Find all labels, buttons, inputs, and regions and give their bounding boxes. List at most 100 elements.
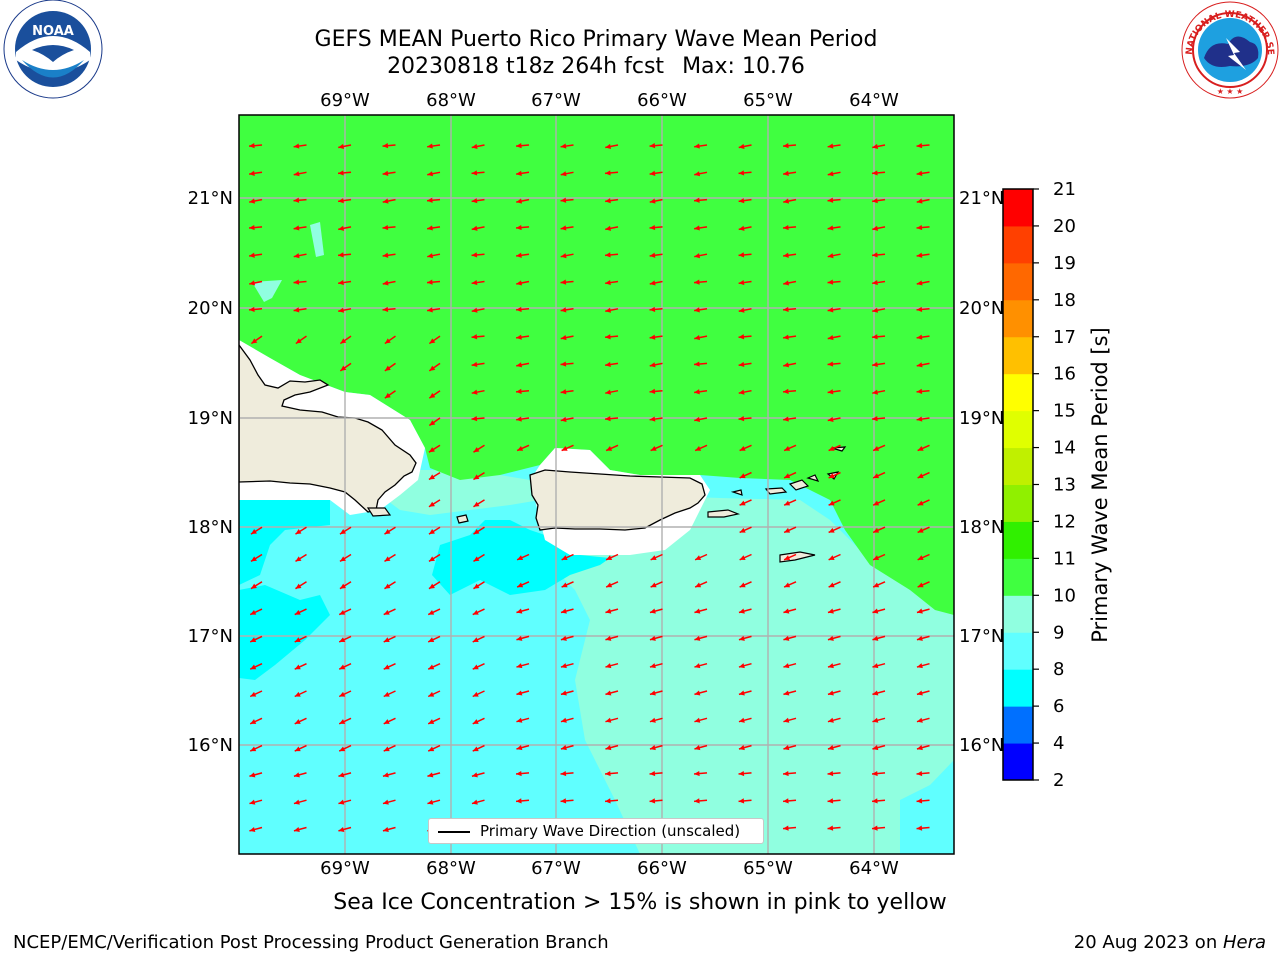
wave-arrow [783,690,797,696]
wave-arrow [427,744,441,752]
wave-arrow [694,307,708,313]
wave-arrow [605,143,619,150]
wave-arrow [605,307,619,313]
lon-label-top: 66°W [637,90,687,111]
wave-arrow [560,770,574,777]
wave-arrow [338,307,352,313]
wave-arrow [783,553,797,561]
wave-arrow [872,143,886,150]
wave-arrow [872,581,886,588]
colorbar-tick-label: 2 [1053,770,1064,791]
wave-arrow [250,526,263,535]
wave-arrow [295,526,307,535]
wave-arrow [428,553,441,563]
wave-arrow [427,690,441,698]
wave-direction-arrows [248,143,930,832]
wave-arrow [782,224,797,231]
wave-arrow [605,553,619,561]
wave-arrow [604,334,619,340]
wave-arrow [649,143,663,149]
colorbar-segment [1003,632,1033,670]
wave-arrow [605,635,619,641]
wave-arrow [783,744,797,751]
lon-label-bottom: 64°W [849,858,899,879]
colorbar-tick-label: 6 [1053,696,1064,717]
wave-arrow [427,608,441,616]
wave-arrow [649,416,663,422]
wave-arrow [471,198,485,204]
wave-arrow [783,471,797,479]
wave-arrow [739,499,752,506]
wave-arrow [872,279,886,286]
nws-stars: ★ ★ ★ [1217,87,1244,96]
wave-arrow [295,335,307,345]
wave-arrow [294,635,307,643]
wave-arrow [560,361,574,367]
wave-arrow [828,581,841,588]
wave-arrow [872,662,886,669]
wave-arrow [649,635,663,641]
wave-arrow [249,635,263,643]
wave-arrow [248,306,263,313]
wave-arrow [649,252,663,258]
wave-arrow [827,690,841,696]
wave-arrow [428,499,441,508]
wave-arrow [827,143,841,149]
colorbar-segment [1003,447,1033,485]
wave-arrow [471,225,485,231]
wave-arrow [871,416,886,422]
wave-arrow [827,744,841,751]
wave-arrow [338,717,352,725]
wave-arrow [693,361,708,367]
wave-arrow [560,608,574,614]
wave-arrow [427,143,441,149]
wave-arrow [249,170,263,176]
wave-arrow [560,171,574,177]
wave-arrow [293,307,307,313]
axis-labels: 69°W 69°W 68°W 68°W 67°W 67°W 66°W 66°W 65°W 65°W… [188,90,1005,879]
lon-label-bottom: 69°W [320,858,370,879]
wave-arrow [871,798,886,804]
colorbar-tick-label: 21 [1053,179,1076,200]
colorbar-tick-label: 16 [1053,364,1076,385]
wave-arrow [516,717,530,723]
wave-arrow [917,581,930,588]
legend-line-swatch [438,831,470,833]
wave-arrow [473,553,485,563]
wave-arrow [560,662,574,669]
wave-arrow [916,198,930,204]
wave-arrow [382,143,396,149]
wave-arrow [339,362,352,372]
wave-arrow [294,717,307,725]
island-shape [788,479,810,491]
wave-arrow [782,306,797,313]
wave-arrow [293,171,307,177]
wave-period-9-10-region [380,470,540,515]
wave-arrow [249,608,263,616]
wave-arrow [828,526,841,534]
wave-arrow [783,252,797,258]
wave-arrow [428,581,441,590]
wave-arrow [560,334,574,341]
wave-arrow [471,143,485,150]
wave-arrow [338,772,352,778]
wave-period-6-8-region [239,500,330,585]
lon-label-bottom: 67°W [531,858,581,879]
wave-arrow [249,772,263,778]
wave-arrow [384,553,396,563]
wave-arrow [872,690,886,696]
wave-arrow [694,581,708,588]
wave-arrow [426,279,441,285]
wave-arrow [827,825,841,831]
wave-arrow [384,390,396,399]
colorbar-tick-label: 19 [1053,253,1076,274]
wave-arrow [249,717,263,725]
wave-arrow [428,335,441,345]
wave-arrow [827,662,841,669]
wave-arrow [872,744,886,751]
wave-arrow [782,825,797,831]
wave-arrow [871,252,886,258]
wave-arrow [295,581,307,590]
wave-arrow [783,526,797,534]
